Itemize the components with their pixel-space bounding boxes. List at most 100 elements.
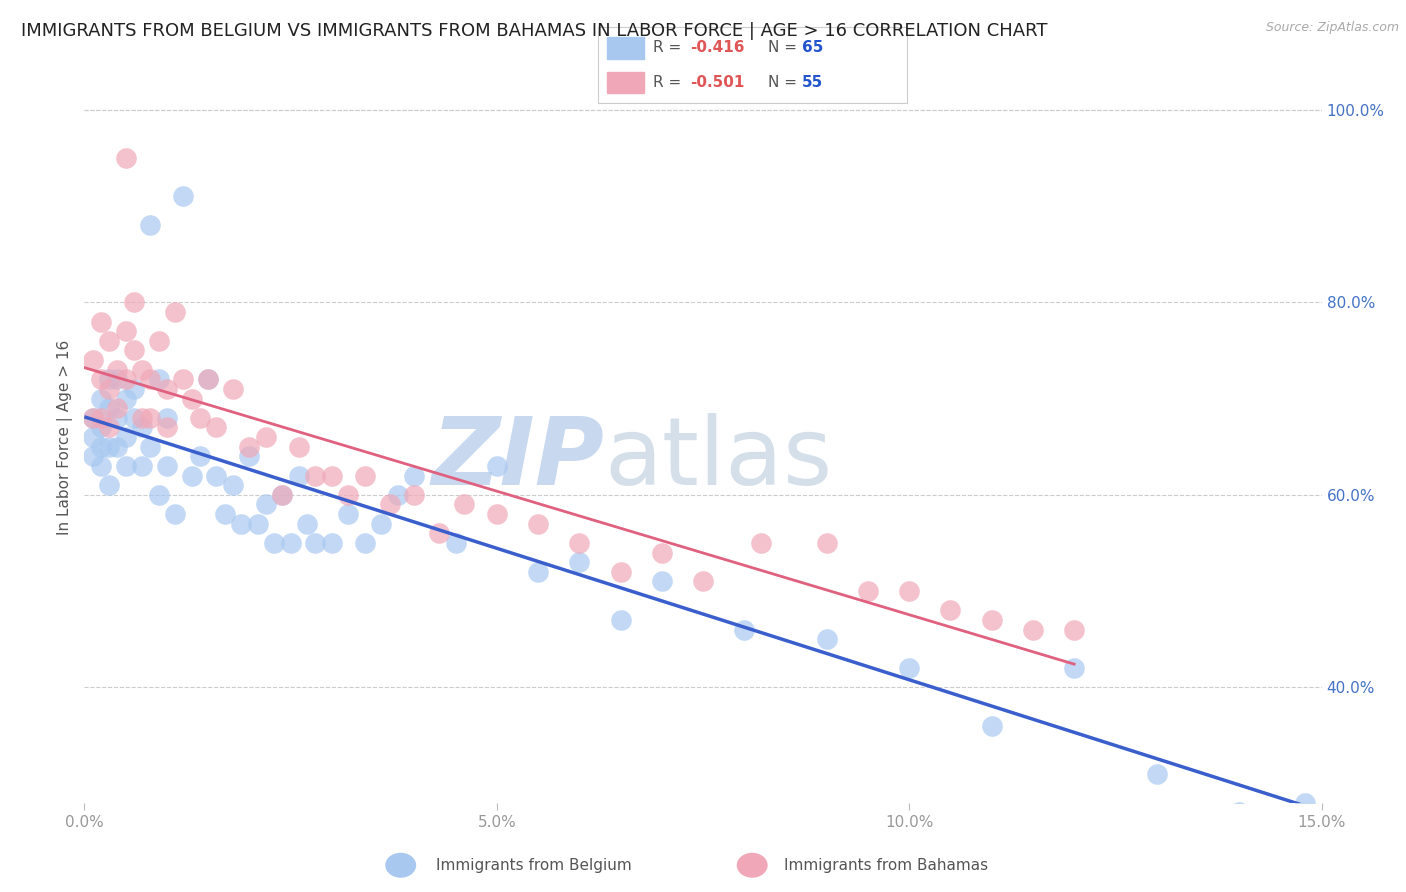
- Point: [180, 392, 202, 406]
- Point: [98, 382, 121, 396]
- Point: [131, 410, 153, 425]
- Point: [98, 372, 121, 386]
- Y-axis label: In Labor Force | Age > 16: In Labor Force | Age > 16: [58, 340, 73, 534]
- Point: [90, 440, 112, 454]
- Point: [105, 401, 128, 416]
- Point: [82, 353, 104, 368]
- Point: [90, 410, 112, 425]
- Point: [453, 498, 475, 512]
- Point: [246, 516, 269, 531]
- Point: [353, 536, 375, 550]
- Point: [254, 498, 277, 512]
- Point: [156, 382, 179, 396]
- Point: [122, 295, 145, 310]
- Point: [90, 315, 112, 329]
- Point: [856, 584, 879, 599]
- Point: [485, 458, 508, 473]
- FancyBboxPatch shape: [607, 72, 644, 94]
- Point: [197, 372, 219, 386]
- Point: [90, 420, 112, 434]
- Point: [105, 410, 128, 425]
- Point: [337, 488, 360, 502]
- Point: [165, 507, 187, 521]
- Text: 65: 65: [801, 40, 823, 55]
- Point: [370, 516, 392, 531]
- Point: [939, 603, 962, 617]
- Point: [692, 574, 714, 589]
- Point: [156, 420, 179, 434]
- Point: [1146, 767, 1168, 781]
- Point: [105, 372, 128, 386]
- Text: Immigrants from Belgium: Immigrants from Belgium: [436, 858, 633, 872]
- Point: [114, 324, 136, 338]
- Point: [295, 516, 318, 531]
- Point: [749, 536, 772, 550]
- Point: [156, 458, 179, 473]
- Point: [90, 458, 112, 473]
- Point: [131, 362, 153, 376]
- Point: [444, 536, 467, 550]
- Point: [485, 507, 508, 521]
- Point: [105, 362, 128, 376]
- Point: [148, 488, 170, 502]
- Text: ZIP: ZIP: [432, 413, 605, 505]
- Point: [180, 468, 202, 483]
- Point: [254, 430, 277, 444]
- Point: [98, 420, 121, 434]
- Point: [321, 468, 343, 483]
- Point: [238, 450, 260, 464]
- Point: [148, 334, 170, 348]
- Point: [139, 410, 162, 425]
- Point: [1063, 661, 1085, 675]
- Point: [609, 565, 631, 579]
- Point: [651, 545, 673, 559]
- Point: [387, 488, 409, 502]
- Point: [229, 516, 252, 531]
- Point: [378, 498, 401, 512]
- Text: atlas: atlas: [605, 413, 832, 505]
- Point: [188, 450, 211, 464]
- Point: [114, 151, 136, 165]
- Point: [427, 526, 450, 541]
- Point: [165, 305, 187, 319]
- Point: [271, 488, 294, 502]
- Point: [114, 458, 136, 473]
- Point: [82, 450, 104, 464]
- Point: [197, 372, 219, 386]
- Point: [139, 372, 162, 386]
- Point: [98, 401, 121, 416]
- Point: [98, 440, 121, 454]
- Point: [288, 440, 311, 454]
- Point: [90, 392, 112, 406]
- Point: [898, 661, 921, 675]
- Point: [337, 507, 360, 521]
- Point: [172, 189, 194, 203]
- Point: [288, 468, 311, 483]
- Text: R =: R =: [654, 40, 686, 55]
- Point: [1294, 796, 1316, 810]
- Point: [271, 488, 294, 502]
- Point: [404, 468, 426, 483]
- Point: [131, 458, 153, 473]
- Point: [105, 440, 128, 454]
- Point: [304, 468, 326, 483]
- Point: [98, 334, 121, 348]
- Point: [122, 343, 145, 358]
- Point: [568, 536, 591, 550]
- Point: [898, 584, 921, 599]
- Text: -0.501: -0.501: [690, 75, 745, 90]
- Text: Source: ZipAtlas.com: Source: ZipAtlas.com: [1265, 21, 1399, 34]
- Point: [114, 430, 136, 444]
- Point: [527, 565, 550, 579]
- Point: [980, 613, 1002, 627]
- Point: [609, 613, 631, 627]
- Text: N =: N =: [768, 75, 801, 90]
- Point: [122, 410, 145, 425]
- Point: [82, 410, 104, 425]
- Point: [321, 536, 343, 550]
- Point: [1063, 623, 1085, 637]
- Point: [82, 410, 104, 425]
- Point: [148, 372, 170, 386]
- Point: [527, 516, 550, 531]
- Point: [172, 372, 194, 386]
